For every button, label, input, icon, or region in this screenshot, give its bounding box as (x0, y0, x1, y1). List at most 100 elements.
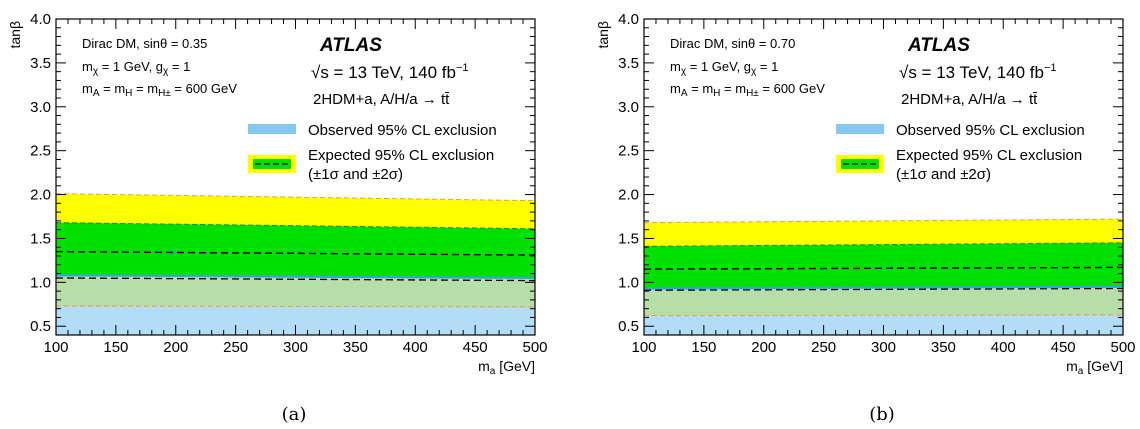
atlas-label: ATLAS (907, 35, 970, 56)
one-sigma-band (644, 242, 1123, 291)
param-sub: χ (681, 66, 687, 77)
legend-observed-label: Observed 95% CL exclusion (308, 122, 497, 139)
param-text: = 1 GeV, g (686, 59, 751, 74)
param-sub: χ (751, 66, 757, 77)
minus1sigma-edge (643, 287, 1124, 291)
y-tick-label: 4.0 (30, 11, 51, 28)
energy-sup: −1 (1044, 62, 1057, 74)
y-tick-label: 2.5 (618, 143, 639, 160)
x-tick-label: 500 (1110, 339, 1135, 356)
param-text: = m (688, 81, 714, 96)
expected-limit-line (643, 266, 1124, 270)
x-tick-label: 100 (43, 339, 68, 356)
param-sub: χ (163, 66, 169, 77)
x-axis-label-m: m (1066, 358, 1078, 374)
x-axis-label-unit: [GeV] (495, 358, 535, 374)
param-line-2: mχ = 1 GeV, gχ = 1 (670, 59, 778, 77)
model-label: 2HDM+a, A/H/a → tt̄ (901, 91, 1038, 108)
y-tick-label: 1.5 (618, 230, 639, 247)
energy-luminosity: √s = 13 TeV, 140 fb−1 (899, 62, 1057, 82)
one-sigma-band (56, 222, 535, 281)
x-tick-label: 250 (811, 339, 836, 356)
param-line-1: Dirac DM, sinθ = 0.35 (82, 36, 207, 51)
x-tick-label: 100 (631, 339, 656, 356)
x-tick-label: 300 (283, 339, 308, 356)
subfigure-caption: (a) (282, 404, 307, 425)
param-sub: χ (93, 66, 99, 77)
param-line-2: mχ = 1 GeV, gχ = 1 (82, 59, 190, 77)
observed-limit-line (55, 274, 536, 280)
energy-text: √s = 13 TeV, 140 fb (899, 63, 1044, 82)
x-tick-label: 400 (403, 339, 428, 356)
param-line-1: Dirac DM, sinθ = 0.70 (670, 36, 795, 51)
x-tick-label: 200 (751, 339, 776, 356)
x-tick-label: 350 (931, 339, 956, 356)
param-sub: H± (158, 88, 171, 99)
y-tick-label: 3.5 (618, 55, 639, 72)
x-tick-label: 450 (463, 339, 488, 356)
y-axis-label: tanβ (7, 21, 23, 49)
energy-text: √s = 13 TeV, 140 fb (311, 63, 456, 82)
x-tick-label: 500 (522, 339, 547, 356)
x-axis-label: ma [GeV] (1066, 358, 1123, 377)
y-tick-label: 0.5 (30, 318, 51, 335)
param-sub: H± (746, 88, 759, 99)
x-tick-label: 250 (223, 339, 248, 356)
legend-expected-label: Expected 95% CL exclusion (896, 147, 1082, 164)
x-tick-label: 400 (991, 339, 1016, 356)
chart-panel-a: 100 150 200 250 300 350 400 450 500 0.5 1.0 1.5 2.0 2… (7, 11, 548, 425)
legend-expected-sublabel: (±1σ and ±2σ) (308, 166, 403, 183)
atlas-label: ATLAS (319, 35, 382, 56)
param-line-3: mA = mH = mH± = 600 GeV (82, 81, 237, 99)
observed-overlap-region (644, 286, 1123, 316)
energy-sup: −1 (456, 62, 469, 74)
x-tick-label: 150 (103, 339, 128, 356)
param-sub: H (125, 88, 132, 99)
x-tick-label: 200 (163, 339, 188, 356)
y-tick-label: 3.5 (30, 55, 51, 72)
x-axis-label: ma [GeV] (478, 358, 535, 377)
x-axis-label-m: m (478, 358, 490, 374)
param-text: = 1 GeV, g (98, 59, 163, 74)
param-text: = 600 GeV (171, 81, 237, 96)
y-tick-label: 2.0 (30, 187, 51, 204)
y-tick-label: 3.0 (618, 99, 639, 116)
y-tick-label: 4.0 (618, 11, 639, 28)
legend-expected-sublabel: (±1σ and ±2σ) (896, 166, 991, 183)
x-tick-label: 450 (1051, 339, 1076, 356)
param-line-3: mA = mH = mH± = 600 GeV (670, 81, 825, 99)
param-text: = m (100, 81, 126, 96)
energy-luminosity: √s = 13 TeV, 140 fb−1 (311, 62, 469, 82)
y-tick-label: 1.5 (30, 230, 51, 247)
subfigure-caption: (b) (869, 404, 895, 425)
param-sub: A (681, 88, 688, 99)
y-tick-label: 2.0 (618, 187, 639, 204)
param-text: = m (132, 81, 158, 96)
x-axis-label-sub: a (1078, 366, 1084, 377)
chart-panel-b: 100 150 200 250 300 350 400 450 500 0.5 1.0 1.5 2.0 2… (595, 11, 1136, 425)
x-tick-label: 350 (343, 339, 368, 356)
param-sub: A (93, 88, 100, 99)
legend-one-sigma-swatch (841, 159, 879, 169)
x-axis-label-sub: a (490, 366, 496, 377)
model-label: 2HDM+a, A/H/a → tt̄ (313, 91, 450, 108)
y-tick-label: 3.0 (30, 99, 51, 116)
param-m: m (82, 59, 93, 74)
legend-observed-label: Observed 95% CL exclusion (896, 122, 1085, 139)
param-m: m (670, 81, 681, 96)
y-tick-label: 0.5 (618, 318, 639, 335)
y-tick-label: 1.0 (30, 274, 51, 291)
y-axis-label: tanβ (595, 21, 611, 49)
observed-limit-line (643, 285, 1124, 290)
param-text: = 1 (756, 59, 778, 74)
y-tick-label: 2.5 (30, 143, 51, 160)
legend-one-sigma-swatch (253, 159, 291, 169)
param-text: = 1 (168, 59, 190, 74)
observed-overlap-region (56, 275, 535, 307)
legend-expected-label: Expected 95% CL exclusion (308, 147, 494, 164)
expected-limit-line (55, 250, 536, 256)
x-tick-label: 150 (691, 339, 716, 356)
param-text: = m (720, 81, 746, 96)
param-m: m (670, 59, 681, 74)
